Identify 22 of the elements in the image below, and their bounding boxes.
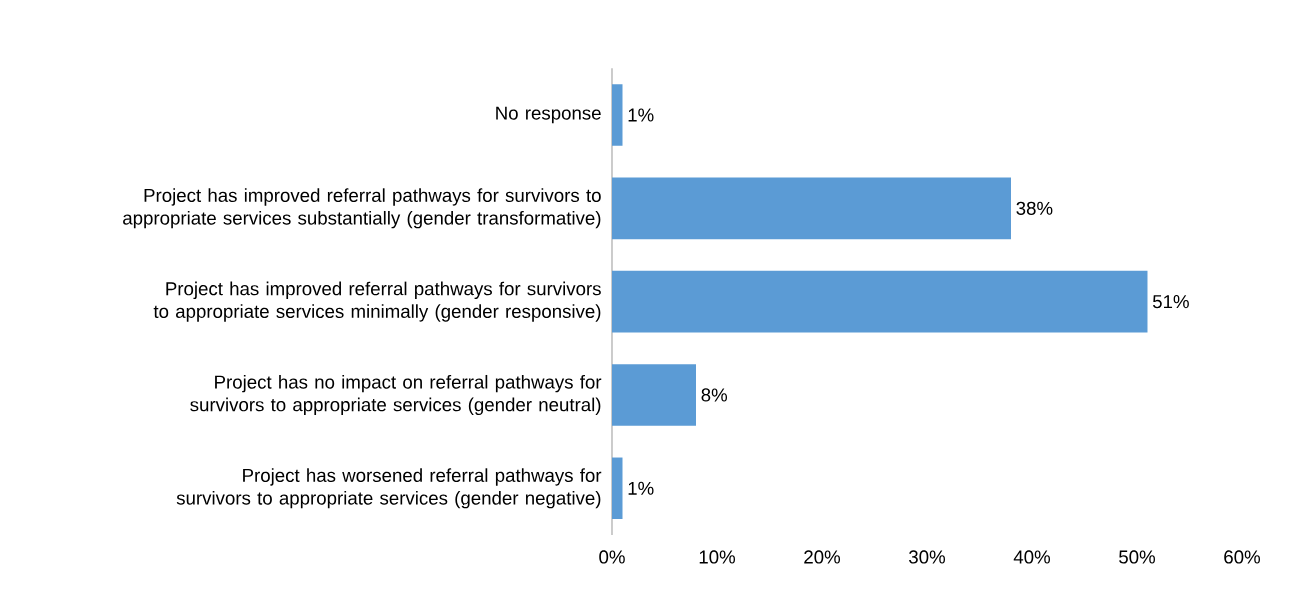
bar	[612, 364, 696, 426]
y-tick-label: Project has improved referral pathways for survivors to appropriate services minimally (gender responsive)	[153, 281, 601, 322]
data-label: 38%	[1016, 201, 1053, 215]
x-tick-label: 50%	[1119, 550, 1155, 564]
bar	[612, 457, 623, 520]
x-tick-label: 20%	[804, 550, 841, 564]
data-label: 8%	[701, 388, 728, 402]
y-tick-label: Project has no impact on referral pathways for survivors to appropriate services (gender neutral)	[190, 374, 602, 416]
y-tick-label: No response	[496, 106, 601, 124]
bar	[612, 177, 1011, 240]
x-tick-label: 0%	[599, 550, 625, 564]
bar	[612, 270, 1148, 333]
x-tick-label: 30%	[909, 550, 946, 564]
data-label: 51%	[1152, 295, 1189, 309]
y-tick-label: Project has improved referral pathways for survivors to appropriate services substantially (gender transformative)	[123, 188, 601, 229]
data-label: 1%	[628, 108, 654, 122]
x-tick-label: 10%	[699, 550, 736, 564]
y-tick-label: Project has worsened referral pathways for survivors to appropriate services (gender negative)	[176, 468, 602, 509]
data-label: 1%	[628, 481, 654, 495]
bar	[612, 84, 623, 146]
x-tick-label: 60%	[1224, 550, 1260, 564]
x-tick-label: 40%	[1013, 550, 1050, 564]
